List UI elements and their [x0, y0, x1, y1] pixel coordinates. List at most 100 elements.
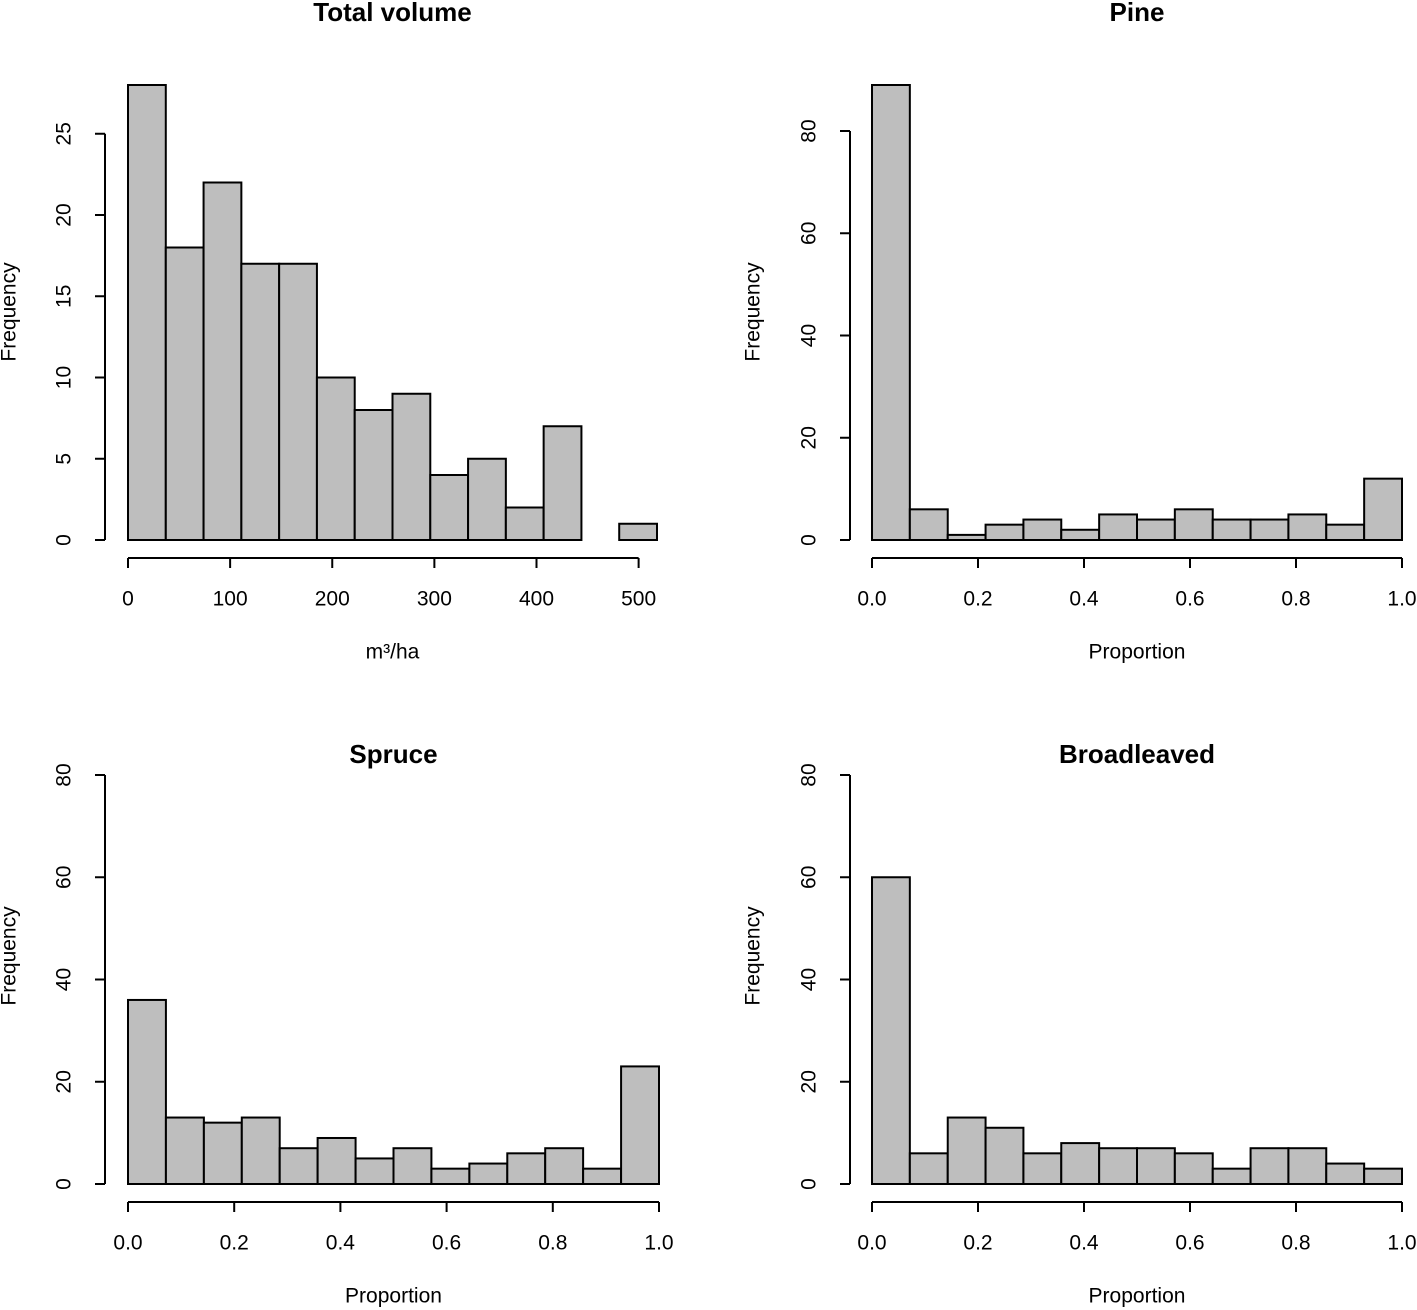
bar [467, 457, 507, 541]
x-tick-label: 1.0 [644, 1232, 673, 1255]
bar [1060, 528, 1101, 541]
y-tick-label: 40 [798, 968, 821, 991]
y-axis-label: Frequency [0, 906, 21, 1006]
y-tick-label: 10 [53, 366, 76, 389]
bar [946, 1116, 987, 1185]
bar [278, 262, 318, 541]
bar [468, 1162, 509, 1186]
bar [1022, 518, 1063, 541]
bar [1287, 1147, 1328, 1186]
y-tick-label: 20 [798, 1070, 821, 1093]
bar [316, 1136, 357, 1186]
bar [1249, 518, 1290, 541]
y-tick-label: 0 [798, 1178, 821, 1190]
y-tick-label: 25 [53, 122, 76, 145]
bar [1325, 523, 1366, 541]
y-tick-label: 60 [53, 866, 76, 889]
bar [506, 1152, 547, 1185]
bar [1136, 518, 1176, 541]
bar [429, 474, 470, 541]
x-tick-label: 0.2 [963, 1232, 992, 1255]
bar [1211, 518, 1252, 541]
x-tick-label: 0 [122, 588, 134, 611]
bar [202, 1121, 243, 1186]
bar [127, 998, 167, 1186]
x-tick-label: 0.2 [963, 588, 992, 611]
bar [392, 1147, 433, 1186]
y-tick-label: 0 [53, 1178, 76, 1190]
bar [240, 262, 281, 541]
y-axis-label: Frequency [742, 906, 765, 1006]
bar [354, 1157, 395, 1185]
bar [240, 1116, 281, 1185]
x-tick-label: 0.8 [538, 1232, 567, 1255]
y-tick-label: 15 [53, 285, 76, 308]
bar [544, 1147, 585, 1186]
y-axis-label: Frequency [0, 262, 21, 362]
x-tick-label: 300 [417, 588, 452, 611]
x-tick-label: 0.2 [220, 1232, 249, 1255]
x-tick-label: 0.0 [113, 1232, 142, 1255]
y-tick-label: 60 [798, 222, 821, 245]
x-tick-label: 100 [213, 588, 248, 611]
y-tick-label: 40 [53, 968, 76, 991]
y-tick-label: 80 [53, 763, 76, 786]
x-axis-label: m³/ha [366, 641, 420, 664]
x-tick-label: 200 [315, 588, 350, 611]
x-tick-label: 0.6 [1175, 1232, 1204, 1255]
x-axis-label: Proportion [1089, 641, 1186, 664]
x-tick-label: 0.6 [432, 1232, 461, 1255]
y-tick-label: 20 [53, 203, 76, 226]
bar [504, 506, 545, 541]
bar [871, 84, 911, 541]
bar [164, 1116, 205, 1185]
chart-title: Spruce [349, 739, 437, 769]
y-tick-label: 80 [798, 119, 821, 142]
bar [278, 1147, 319, 1186]
x-tick-label: 0.4 [1069, 1232, 1099, 1255]
bar [1325, 1162, 1366, 1186]
x-tick-label: 0.6 [1175, 588, 1204, 611]
x-tick-label: 0.0 [857, 588, 886, 611]
bar [1363, 477, 1403, 541]
x-tick-label: 0.8 [1281, 1232, 1310, 1255]
chart-title: Total volume [313, 0, 471, 27]
bar [1287, 513, 1328, 542]
y-tick-label: 0 [798, 534, 821, 546]
bar [1022, 1152, 1063, 1185]
y-tick-label: 40 [798, 324, 821, 347]
bar [202, 181, 243, 541]
bar [582, 1167, 623, 1185]
bar [1211, 1167, 1252, 1185]
bar [315, 376, 356, 541]
x-tick-label: 0.0 [857, 1232, 886, 1255]
bar [908, 508, 949, 541]
x-tick-label: 0.4 [1069, 588, 1099, 611]
x-tick-label: 0.4 [326, 1232, 356, 1255]
y-tick-label: 80 [798, 763, 821, 786]
bar [353, 409, 394, 541]
y-tick-label: 0 [53, 534, 76, 546]
x-axis-label: Proportion [1089, 1285, 1186, 1308]
x-tick-label: 500 [621, 588, 656, 611]
bar [620, 1065, 661, 1185]
bar [946, 533, 987, 541]
bar [1249, 1147, 1290, 1186]
bar [1098, 513, 1138, 542]
chart-title: Broadleaved [1059, 739, 1215, 769]
bar [618, 522, 659, 541]
y-tick-label: 20 [53, 1070, 76, 1093]
bar [984, 523, 1025, 541]
bar [542, 425, 583, 541]
bar [1098, 1147, 1138, 1186]
bar [1363, 1167, 1403, 1185]
y-tick-label: 60 [798, 866, 821, 889]
bar [984, 1126, 1025, 1185]
bar [908, 1152, 949, 1185]
bar [127, 84, 167, 541]
bar [1173, 1152, 1214, 1185]
bar [164, 246, 205, 541]
x-tick-label: 400 [519, 588, 554, 611]
bar [871, 876, 911, 1185]
